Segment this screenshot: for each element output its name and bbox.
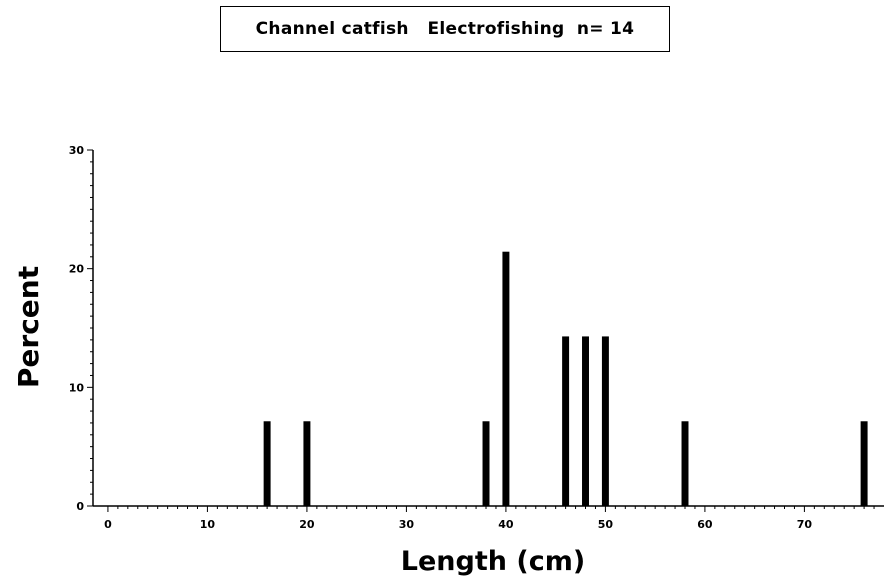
- histogram-bar: [502, 251, 510, 506]
- x-tick-label: 70: [797, 518, 813, 531]
- y-tick-label: 0: [76, 500, 84, 513]
- x-tick-label: 10: [200, 518, 216, 531]
- x-tick-label: 60: [697, 518, 713, 531]
- chart-title-count: n= 14: [576, 19, 635, 39]
- chart-title-species: Channel catfish: [255, 19, 409, 39]
- x-tick-label: 20: [299, 518, 315, 531]
- histogram-bar: [263, 421, 271, 506]
- chart-title-box: Channel catfish Electrofishing n= 14: [220, 6, 670, 52]
- y-axis-label: Percent: [12, 266, 45, 388]
- x-tick-label: 40: [498, 518, 514, 531]
- x-tick-label: 50: [598, 518, 614, 531]
- histogram-bar: [860, 421, 868, 506]
- x-tick-label: 0: [104, 518, 112, 531]
- y-tick-label: 10: [69, 381, 85, 394]
- histogram-bar: [562, 336, 570, 506]
- y-tick-label: 30: [69, 144, 85, 157]
- axes-group: 0 10 20 30 0 10 20 30 40 50 60 70: [69, 144, 884, 531]
- x-axis-label: Length (cm): [401, 546, 585, 577]
- histogram-bar: [482, 421, 490, 506]
- bars-group: [263, 251, 868, 506]
- histogram-bar: [582, 336, 589, 506]
- histogram-bar: [681, 421, 689, 506]
- histogram-bar: [303, 421, 311, 506]
- histogram-bar: [601, 336, 609, 506]
- x-tick-label: 30: [399, 518, 415, 531]
- chart-title-method: Electrofishing: [427, 19, 565, 39]
- y-tick-label: 20: [69, 263, 85, 276]
